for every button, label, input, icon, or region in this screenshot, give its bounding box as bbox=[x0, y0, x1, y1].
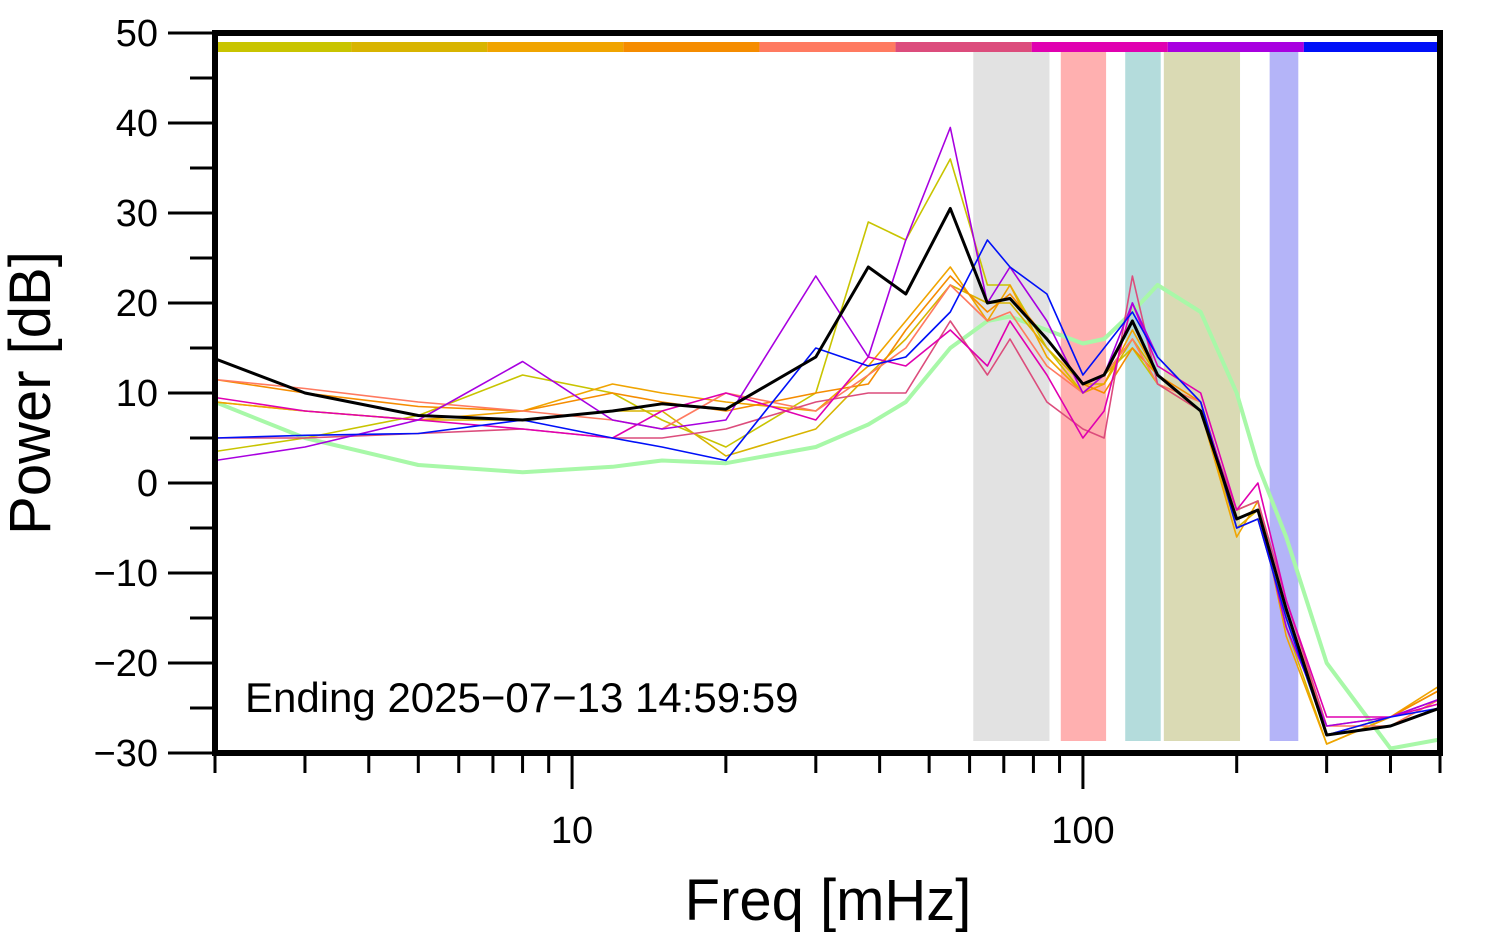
series-line bbox=[215, 207, 1440, 737]
series-line bbox=[215, 275, 1440, 727]
axes: −30 −20 −10 0 10 20 30 40 50 10 100 bbox=[94, 13, 1442, 852]
color-bar bbox=[215, 42, 1440, 52]
series-line bbox=[215, 126, 1440, 727]
color-bar-segment bbox=[1031, 42, 1168, 52]
y-tick-label: −20 bbox=[94, 643, 158, 685]
color-bar-segment bbox=[1303, 42, 1440, 52]
color-bar-segment bbox=[487, 42, 624, 52]
color-bar-segment bbox=[351, 42, 488, 52]
y-tick-label: 10 bbox=[116, 373, 158, 415]
band bbox=[973, 52, 1050, 741]
x-tick-label: 100 bbox=[1051, 810, 1114, 852]
color-bar-segment bbox=[759, 42, 896, 52]
series-line bbox=[215, 284, 1440, 727]
y-tick-label: 40 bbox=[116, 103, 158, 145]
series-line bbox=[215, 239, 1440, 736]
y-tick-label: 30 bbox=[116, 193, 158, 235]
y-tick-label: 20 bbox=[116, 283, 158, 325]
y-axis-title: Power [dB] bbox=[0, 251, 63, 535]
color-bar-segment bbox=[215, 42, 352, 52]
color-bar-segment bbox=[1167, 42, 1304, 52]
bands bbox=[973, 52, 1299, 741]
band bbox=[1125, 52, 1161, 741]
x-tick-label: 10 bbox=[551, 810, 593, 852]
lines bbox=[215, 126, 1440, 751]
y-tick-label: 0 bbox=[137, 463, 158, 505]
y-tick-label: 50 bbox=[116, 13, 158, 55]
annotation: Ending 2025−07−13 14:59:59 bbox=[245, 674, 799, 721]
color-bar-segment bbox=[895, 42, 1032, 52]
y-tick-label: −10 bbox=[94, 553, 158, 595]
plot-frame bbox=[212, 30, 1443, 756]
x-axis-title: Freq [mHz] bbox=[685, 868, 972, 933]
y-tick-label: −30 bbox=[94, 733, 158, 775]
series-line bbox=[215, 283, 1440, 751]
series-line bbox=[215, 275, 1440, 736]
band bbox=[1060, 52, 1107, 741]
color-bar-segment bbox=[623, 42, 760, 52]
series-line bbox=[215, 158, 1440, 736]
